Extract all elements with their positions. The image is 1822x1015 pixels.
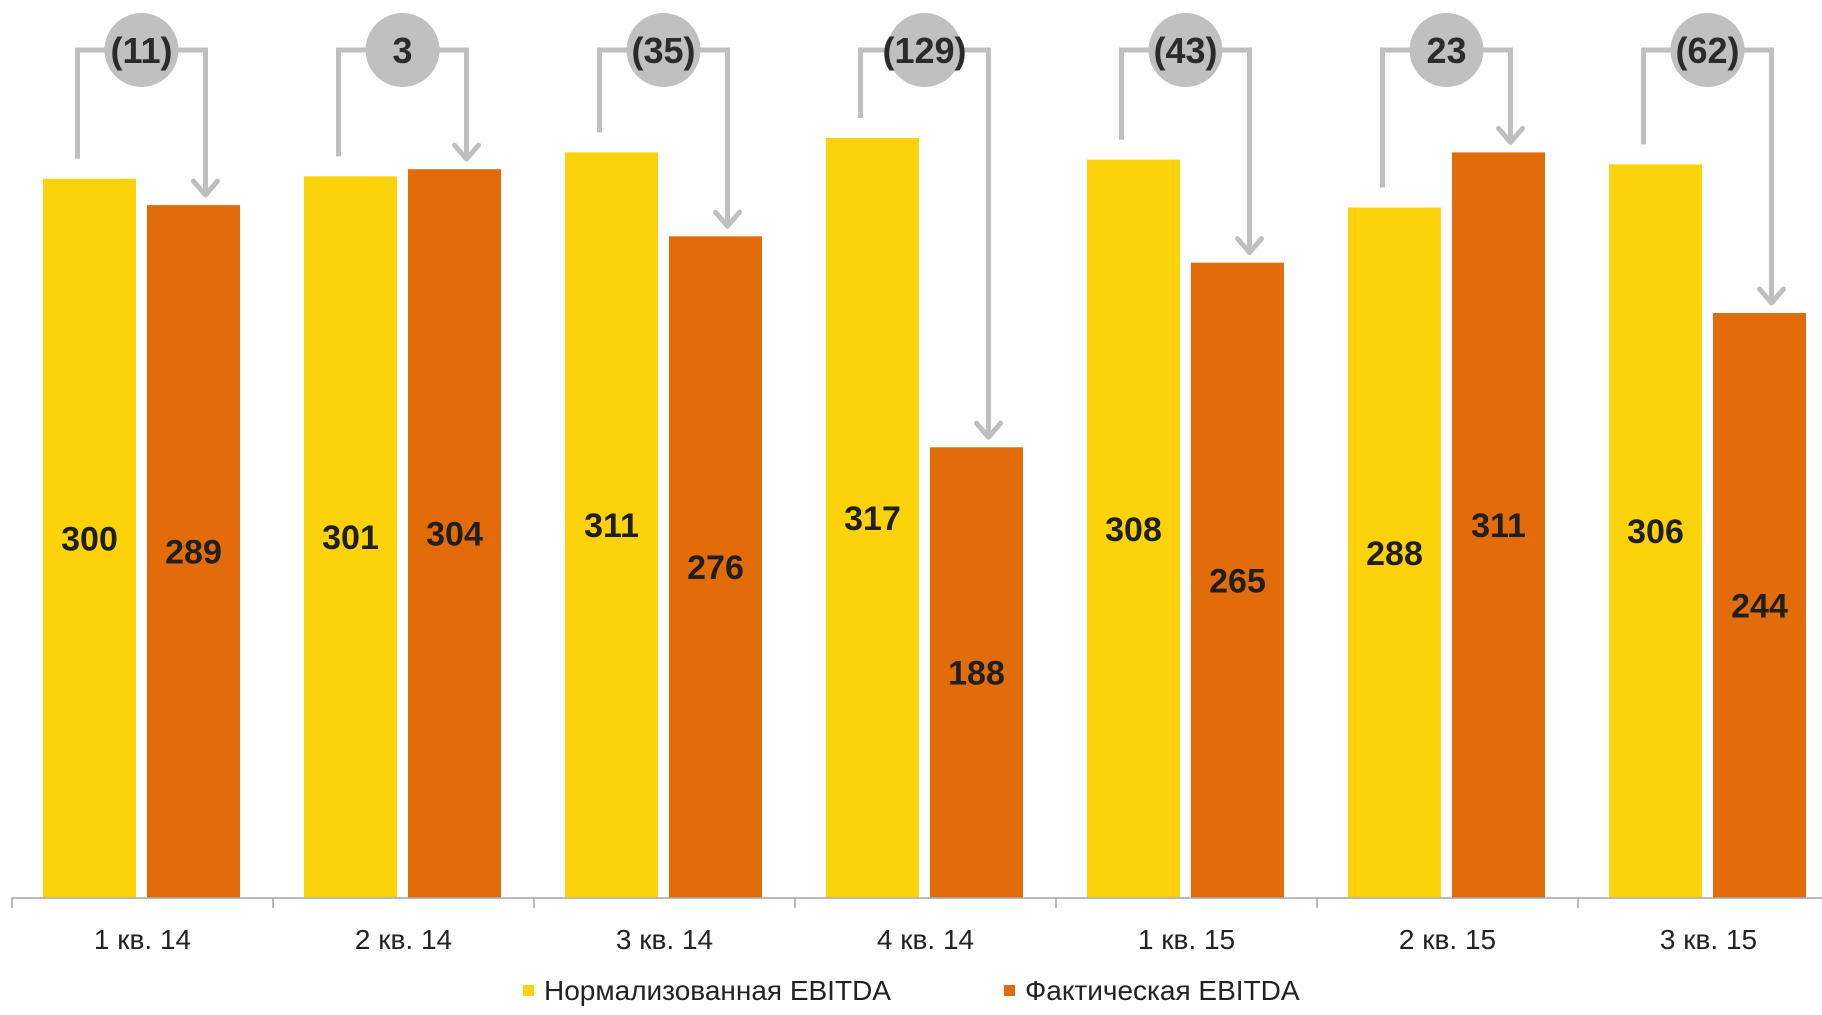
difference-arrowhead-7 xyxy=(1757,286,1786,306)
x-axis: 1 кв. 14 2 кв. 14 3 кв. 14 4 кв. 14 1 кв. 15… xyxy=(11,897,1822,955)
bar-actual-5 xyxy=(1191,262,1284,898)
difference-arrowhead-1 xyxy=(191,178,220,198)
difference-bubble-2 xyxy=(365,13,440,87)
value-label-actual-7: 244 xyxy=(1731,588,1788,626)
value-labels: 300 289 301 304 311 276 317 188 308 265 288 311 306 2… xyxy=(61,500,1788,693)
legend-label-actual: Фактическая EBITDA xyxy=(1025,975,1300,1006)
bar-actual-6 xyxy=(1452,152,1545,898)
value-label-normalized-1: 300 xyxy=(61,520,118,558)
value-label-normalized-3: 311 xyxy=(584,507,639,545)
value-label-normalized-6: 288 xyxy=(1366,535,1423,573)
bar-normalized-5 xyxy=(1087,159,1180,899)
bar-normalized-7 xyxy=(1609,164,1702,898)
x-tick-label-5: 1 кв. 15 xyxy=(1138,924,1235,955)
x-tick-label-6: 2 кв. 15 xyxy=(1399,924,1496,955)
difference-arrowhead-2 xyxy=(452,142,481,162)
value-label-normalized-4: 317 xyxy=(844,500,901,538)
difference-arrowhead-5 xyxy=(1235,236,1264,256)
value-label-actual-5: 265 xyxy=(1209,562,1266,600)
bar-actual-4 xyxy=(930,447,1023,898)
x-tick-label-4: 4 кв. 14 xyxy=(877,924,974,955)
difference-arrowhead-6 xyxy=(1496,125,1525,145)
difference-arrowhead-4 xyxy=(974,420,1003,440)
value-label-actual-1: 289 xyxy=(165,534,222,572)
difference-label-7: (62) xyxy=(1675,30,1739,71)
value-label-normalized-7: 306 xyxy=(1627,513,1684,551)
legend: Нормализованная EBITDA Фактическая EBITDA xyxy=(523,975,1300,1006)
x-tick-label-3: 3 кв. 14 xyxy=(616,924,713,955)
difference-bubble-4 xyxy=(887,13,962,87)
bar-normalized-6 xyxy=(1348,207,1441,899)
value-label-actual-3: 276 xyxy=(687,549,744,587)
difference-label-5: (43) xyxy=(1153,30,1217,71)
difference-bubble-6 xyxy=(1409,13,1484,87)
x-tick-label-1: 1 кв. 14 xyxy=(94,924,191,955)
bar-actual-2 xyxy=(408,169,501,899)
difference-label-2: 3 xyxy=(392,30,412,71)
bar-actual-1 xyxy=(147,205,240,898)
difference-bubble-7 xyxy=(1670,13,1745,87)
difference-label-4: (129) xyxy=(882,30,966,71)
bar-normalized-4 xyxy=(826,138,919,898)
legend-label-normalized: Нормализованная EBITDA xyxy=(544,975,891,1006)
x-tick-label-2: 2 кв. 14 xyxy=(355,924,452,955)
legend-swatch-normalized xyxy=(523,985,534,996)
bar-normalized-2 xyxy=(304,176,397,898)
difference-label-3: (35) xyxy=(631,30,695,71)
x-tick-label-7: 3 кв. 15 xyxy=(1660,924,1757,955)
difference-label-1: (11) xyxy=(110,30,172,71)
bar-normalized-3 xyxy=(565,152,658,898)
difference-bubble-5 xyxy=(1148,13,1223,87)
value-label-actual-4: 188 xyxy=(948,655,1005,693)
difference-arrowhead-3 xyxy=(713,209,742,229)
difference-bubble-1 xyxy=(104,13,179,87)
value-label-normalized-2: 301 xyxy=(322,519,379,557)
difference-label-6: 23 xyxy=(1426,30,1466,71)
value-label-actual-2: 304 xyxy=(426,516,483,554)
legend-swatch-actual xyxy=(1004,985,1015,996)
bar-actual-3 xyxy=(669,236,762,899)
value-label-actual-6: 311 xyxy=(1471,507,1526,545)
difference-bubble-3 xyxy=(626,13,701,87)
value-label-normalized-5: 308 xyxy=(1105,511,1162,549)
difference-bubbles: (11) 3 (35) (129) (43) 23 (62) xyxy=(104,13,1745,87)
bar-normalized-1 xyxy=(43,178,136,899)
bars-layer xyxy=(43,138,1806,899)
bar-actual-7 xyxy=(1713,313,1806,899)
